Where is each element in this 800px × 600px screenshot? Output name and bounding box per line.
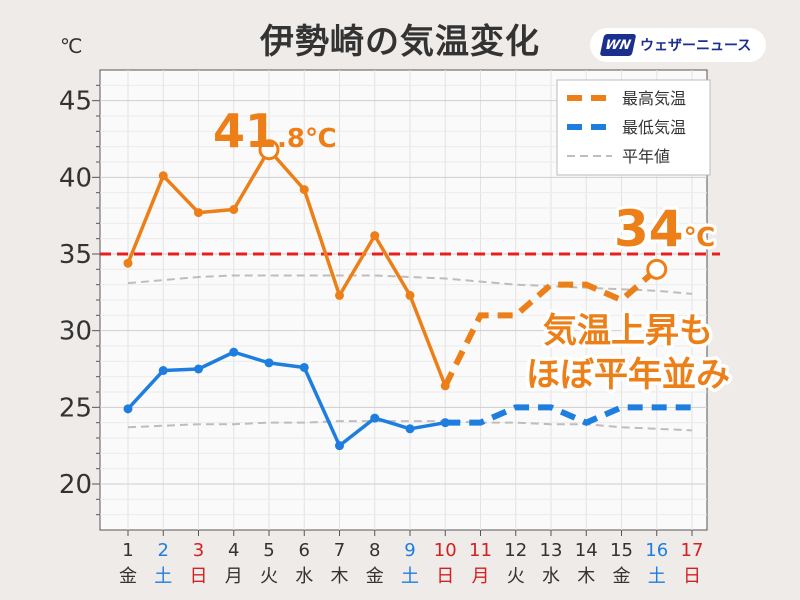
y-tick-label: 30	[59, 317, 92, 347]
x-weekday-label: 金	[366, 566, 384, 587]
min-temp-point	[229, 347, 239, 357]
max-temp-point	[335, 290, 344, 300]
peak-marker	[258, 139, 280, 161]
y-tick-label: 40	[59, 163, 92, 193]
forecast-value-label: 34℃	[614, 200, 715, 258]
x-weekday-label: 日	[436, 566, 454, 587]
x-tick-label: 2	[158, 540, 169, 561]
normal-low-line	[127, 420, 693, 432]
x-weekday-label: 金	[119, 566, 137, 587]
forecast-value-unit: ℃	[684, 223, 715, 253]
x-weekday-label: 水	[295, 566, 313, 587]
peak-value-label: 41.8℃	[213, 104, 336, 158]
x-tick-label: 10	[434, 540, 457, 561]
x-tick-label: 5	[263, 540, 274, 561]
peak-value-big: 41	[213, 104, 277, 158]
x-weekday-label: 月	[225, 566, 243, 587]
x-weekday-label: 土	[401, 566, 419, 587]
normal-high-line	[127, 274, 693, 295]
y-axis-unit: ℃	[60, 34, 83, 58]
max-temp-point	[299, 185, 309, 195]
min-temp-point	[123, 404, 133, 414]
x-weekday-label: 火	[507, 566, 525, 587]
x-weekday-label: 土	[648, 566, 666, 587]
x-tick-label: 6	[299, 540, 310, 561]
x-tick-label: 3	[193, 540, 204, 561]
peak-value-unit: ℃	[305, 124, 336, 154]
min-temp-point	[335, 441, 344, 451]
x-tick-label: 8	[369, 540, 380, 561]
x-weekday-label: 金	[613, 566, 631, 587]
max-temp-point	[440, 381, 450, 391]
x-tick-label: 7	[334, 540, 345, 561]
annotation-line-1: 気温上昇も	[543, 311, 713, 351]
x-tick-label: 1	[122, 540, 133, 561]
x-weekday-label: 木	[331, 566, 349, 587]
max-temp-point	[123, 258, 133, 268]
min-temp-point	[440, 418, 450, 428]
legend-min-temp-label: 最低気温	[622, 118, 686, 137]
chart-title: 伊勢崎の気温変化	[260, 22, 540, 62]
x-weekday-label: 土	[154, 566, 172, 587]
legend-normal-label: 平年値	[622, 147, 670, 166]
x-weekday-label: 日	[683, 566, 701, 587]
max-temp-point	[158, 171, 168, 181]
x-tick-label: 16	[645, 540, 668, 561]
logo-name: ウェザーニュース	[640, 38, 752, 54]
y-tick-label: 25	[59, 393, 92, 423]
min-temp-point	[194, 364, 203, 374]
weathernews-logo: WN ウェザーニュース	[590, 28, 766, 62]
x-weekday-label: 火	[260, 566, 278, 587]
min-temp-point	[405, 424, 415, 434]
x-tick-label: 15	[610, 540, 633, 561]
max-temp-point	[370, 231, 380, 241]
min-temp-forecast-line	[445, 404, 692, 426]
x-tick-label: 12	[504, 540, 527, 561]
forecast-value-big: 34	[614, 200, 684, 258]
x-tick-label: 4	[228, 540, 239, 561]
x-weekday-label: 月	[472, 566, 490, 587]
legend-box	[556, 79, 711, 176]
max-temp-point	[229, 205, 239, 215]
forecast-marker	[646, 258, 668, 280]
min-temp-point	[158, 366, 168, 376]
x-weekday-label: 水	[542, 566, 560, 587]
peak-value-decimal: .8	[277, 124, 305, 154]
x-tick-label: 9	[404, 540, 415, 561]
x-tick-label: 17	[681, 540, 704, 561]
x-tick-label: 11	[469, 540, 492, 561]
x-tick-label: 13	[540, 540, 563, 561]
max-temp-point	[405, 290, 415, 300]
max-temp-forecast-line	[442, 267, 659, 388]
min-temp-point	[370, 413, 380, 423]
x-weekday-label: 木	[577, 566, 595, 587]
y-tick-label: 35	[59, 240, 92, 270]
min-temp-point	[264, 358, 274, 368]
annotation-line-2: ほぼ平年並み	[526, 355, 730, 395]
x-weekday-label: 日	[190, 566, 208, 587]
max-temp-point	[194, 208, 203, 218]
y-tick-label: 20	[59, 470, 92, 500]
x-tick-label: 14	[575, 540, 598, 561]
y-tick-label: 45	[59, 87, 92, 117]
min-temp-observed-line	[126, 350, 446, 448]
max-temp-observed-line	[126, 147, 447, 387]
legend-max-temp-label: 最高気温	[622, 89, 686, 108]
min-temp-point	[299, 362, 309, 372]
